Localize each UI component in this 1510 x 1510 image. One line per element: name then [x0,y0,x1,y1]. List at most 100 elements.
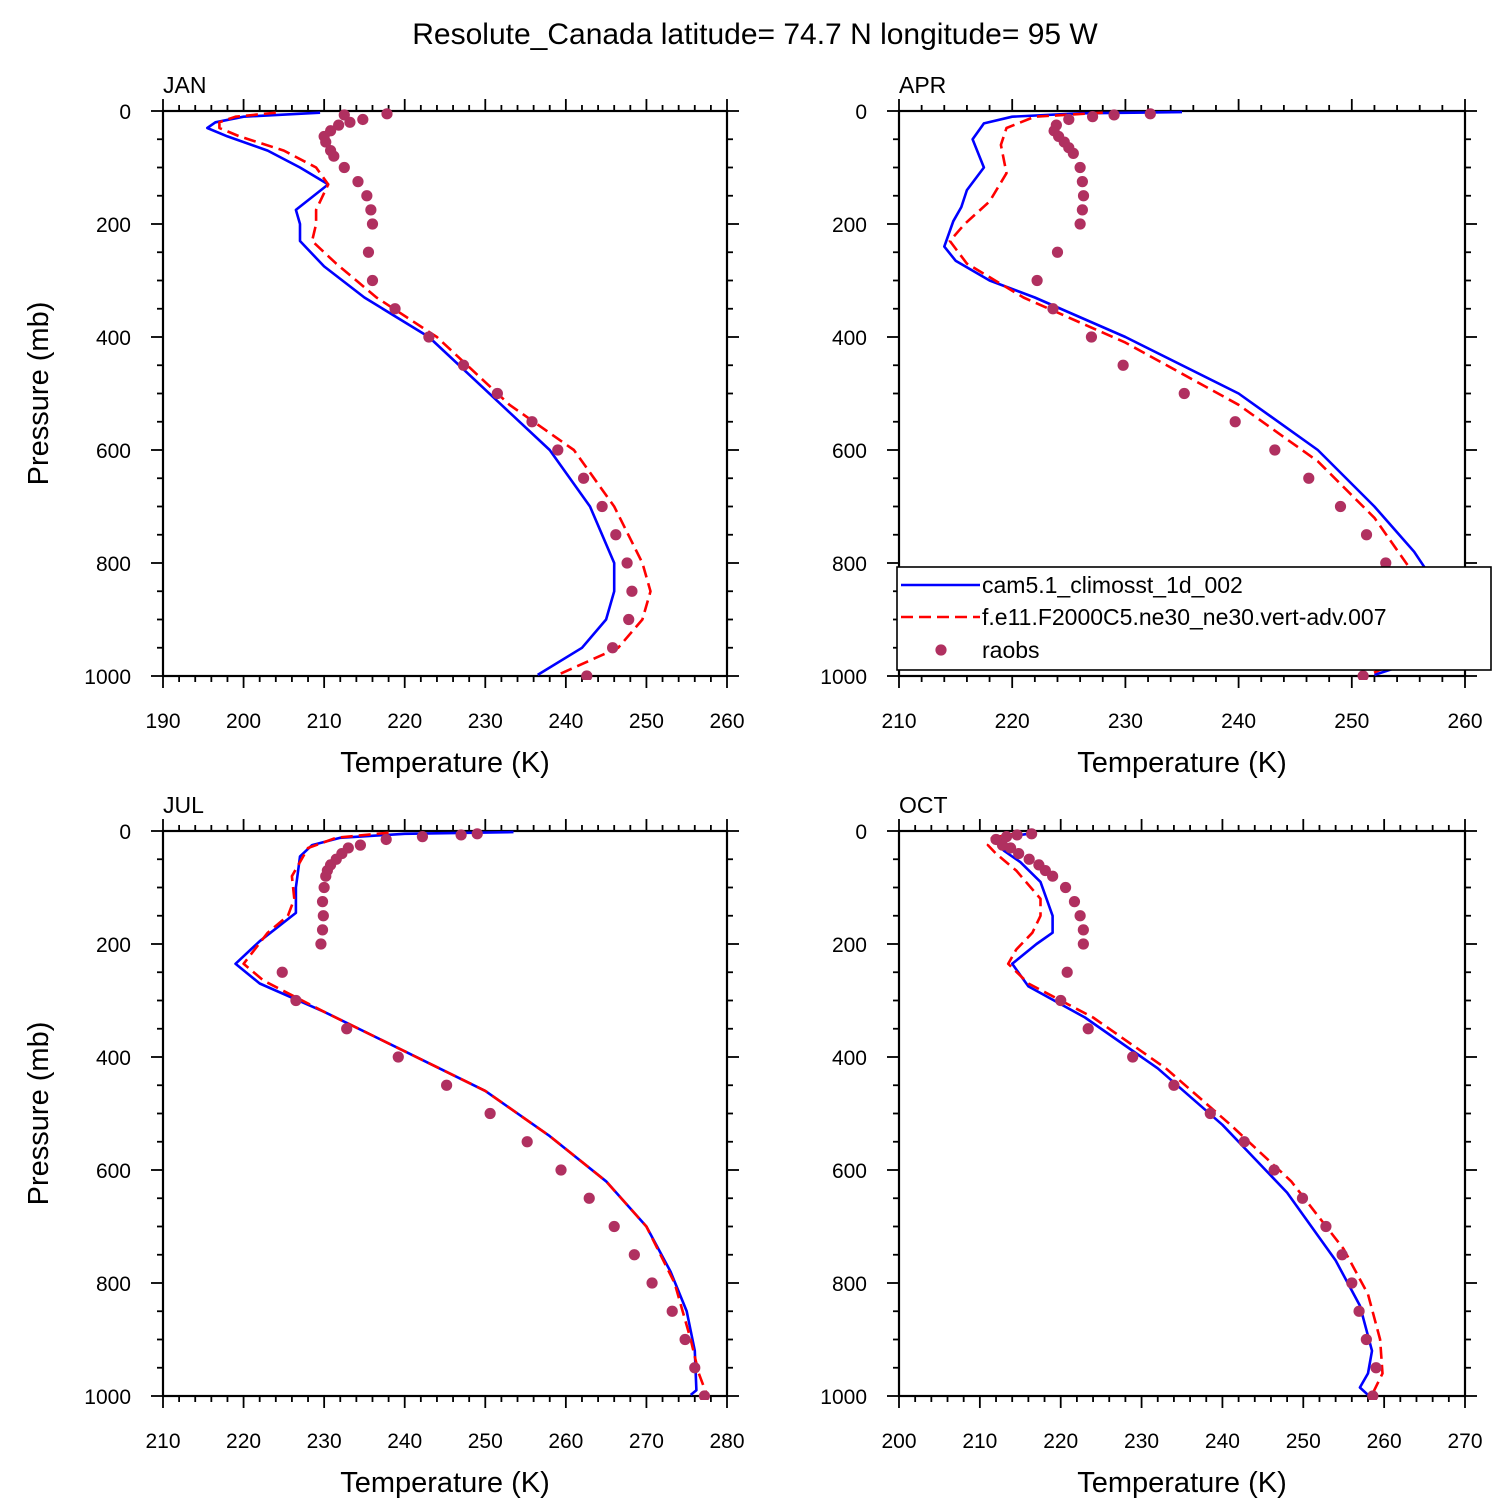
raobs-point [1320,1220,1332,1233]
raobs-point [320,136,332,148]
y-tick-label: 1000 [84,1386,131,1409]
y-tick-label: 800 [832,553,867,576]
raobs-point [316,924,329,936]
x-tick-label: 200 [226,710,261,733]
raobs-point [646,1277,658,1289]
f11-series-line [986,831,1384,1396]
raobs-point [381,108,393,120]
panel-label: JAN [163,72,206,98]
raobs-point [320,870,332,882]
raobs-point [333,119,345,131]
raobs-point [484,1107,496,1120]
series-group [206,108,652,680]
f11-series-line [218,111,652,677]
x-tick-label: 220 [226,1430,261,1453]
legend: cam5.1_climosst_1d_002 f.e11.F2000C5.ne30… [896,566,1492,671]
raobs-point [1068,896,1081,908]
panel-jan: 190 200 210 220 230 240 250 260 0 200 400 600 800 100… [23,72,745,779]
raobs-point [1047,303,1059,315]
raobs-point [1168,1079,1180,1091]
series-group [234,828,711,1400]
raobs-point [1067,147,1079,159]
cam-series-line [234,830,698,1396]
raobs-point [1357,670,1369,680]
panel-oct: 200 210 220 230 240 250 260 270 0 200 400 600 800 100… [820,792,1482,1499]
cam-series-line [206,111,616,677]
raobs-point [1047,870,1059,882]
raobs-point [1031,274,1043,287]
x-axis-title: Temperature (K) [1077,1467,1287,1499]
y-tick-label: 1000 [84,666,131,689]
x-tick-label: 280 [709,1430,744,1453]
y-tick-label: 0 [855,101,867,124]
raobs-point [610,529,622,541]
raobs-point [357,113,369,126]
raobs-point [290,994,302,1007]
cam-series-line [994,831,1374,1396]
y-tick-label: 1000 [820,1386,867,1409]
raobs-point [698,1390,711,1400]
x-tick-label: 240 [1205,1430,1240,1453]
y-tick-label: 1000 [820,666,867,689]
raobs-point [366,274,379,287]
y-tick-label: 0 [855,821,867,844]
raobs-point [1077,924,1089,936]
y-tick-label: 400 [96,1047,131,1070]
raobs-point [362,246,375,258]
raobs-point [552,444,564,456]
legend-label: raobs [982,637,1040,663]
raobs-point [626,585,638,597]
raobs-point [1127,1051,1139,1063]
y-tick-label: 200 [96,934,131,957]
legend-marker-raobs [935,644,947,656]
series-group [943,108,1438,680]
raobs-point [1074,910,1086,922]
x-tick-label: 240 [1221,710,1256,733]
x-tick-label: 260 [709,710,744,733]
x-tick-label: 230 [1124,1430,1159,1453]
raobs-point [316,896,329,908]
raobs-point [416,831,429,843]
plot-frame [161,109,729,678]
raobs-point [1063,113,1075,126]
panel-apr: 210 220 230 240 250 260 0 200 400 600 800 1000 Tempe… [820,72,1482,779]
y-axis-title: Pressure (mb) [23,1022,55,1206]
raobs-point [276,966,288,978]
raobs-point [526,416,538,428]
raobs-point [1353,1305,1365,1317]
raobs-point [1296,1192,1309,1204]
x-tick-label: 270 [629,1430,664,1453]
raobs-point [1059,881,1072,894]
raobs-point [1023,853,1035,865]
x-axis-title: Temperature (K) [340,747,550,779]
raobs-point [1144,108,1156,120]
x-tick-label: 220 [995,710,1030,733]
x-tick-label: 250 [629,710,664,733]
raobs-point [457,359,470,371]
raobs-point [521,1136,533,1148]
plot-frame [161,829,729,1398]
raobs-point [1367,1390,1379,1400]
raobs-point [366,218,379,230]
x-tick-label: 270 [1447,1430,1482,1453]
x-tick-label: 220 [387,710,422,733]
x-axis-title: Temperature (K) [1077,747,1287,779]
raobs-point [1336,1249,1348,1261]
raobs-point [623,613,635,626]
panel-jul: 210 220 230 240 250 260 270 280 0 200 400 600 800 100… [23,792,745,1499]
raobs-point [389,303,401,315]
x-tick-label: 260 [548,1430,583,1453]
y-tick-label: 800 [832,1273,867,1296]
raobs-point [344,116,356,128]
raobs-point [606,642,619,654]
y-tick-label: 0 [119,101,131,124]
y-tick-label: 800 [96,1273,131,1296]
raobs-point [380,833,392,846]
series-group [986,828,1384,1400]
raobs-point [1360,1333,1372,1346]
y-tick-label: 200 [832,934,867,957]
raobs-point [455,829,467,841]
legend-label: f.e11.F2000C5.ne30_ne30.vert-adv.007 [982,604,1387,630]
raobs-point [354,839,366,851]
x-tick-label: 190 [145,710,180,733]
